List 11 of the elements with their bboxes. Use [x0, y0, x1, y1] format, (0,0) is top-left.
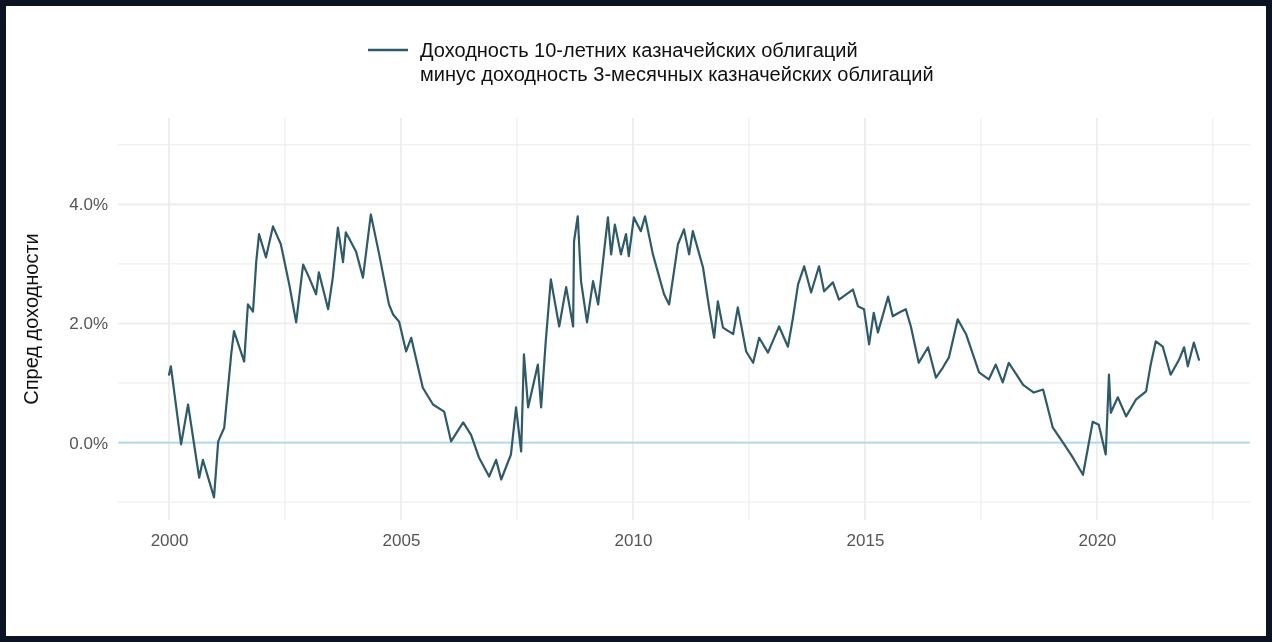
- x-tick-label: 2005: [382, 531, 421, 551]
- legend-label: Доходность 10-летних казначейских облигаций минус доходность 3-месячных казначейских облигаций: [420, 39, 934, 85]
- x-tick-label: 2020: [1078, 531, 1117, 551]
- x-tick-label: 2010: [614, 531, 653, 551]
- line-series: [167, 213, 1201, 499]
- y-tick-label: 2.0%: [69, 314, 108, 334]
- y-axis-title: Спред доходности: [20, 233, 42, 405]
- x-tick-label: 2000: [150, 531, 189, 551]
- y-tick-label: 4.0%: [69, 195, 108, 215]
- y-tick-label: 0.0%: [69, 433, 108, 453]
- x-tick-label: 2015: [846, 531, 885, 551]
